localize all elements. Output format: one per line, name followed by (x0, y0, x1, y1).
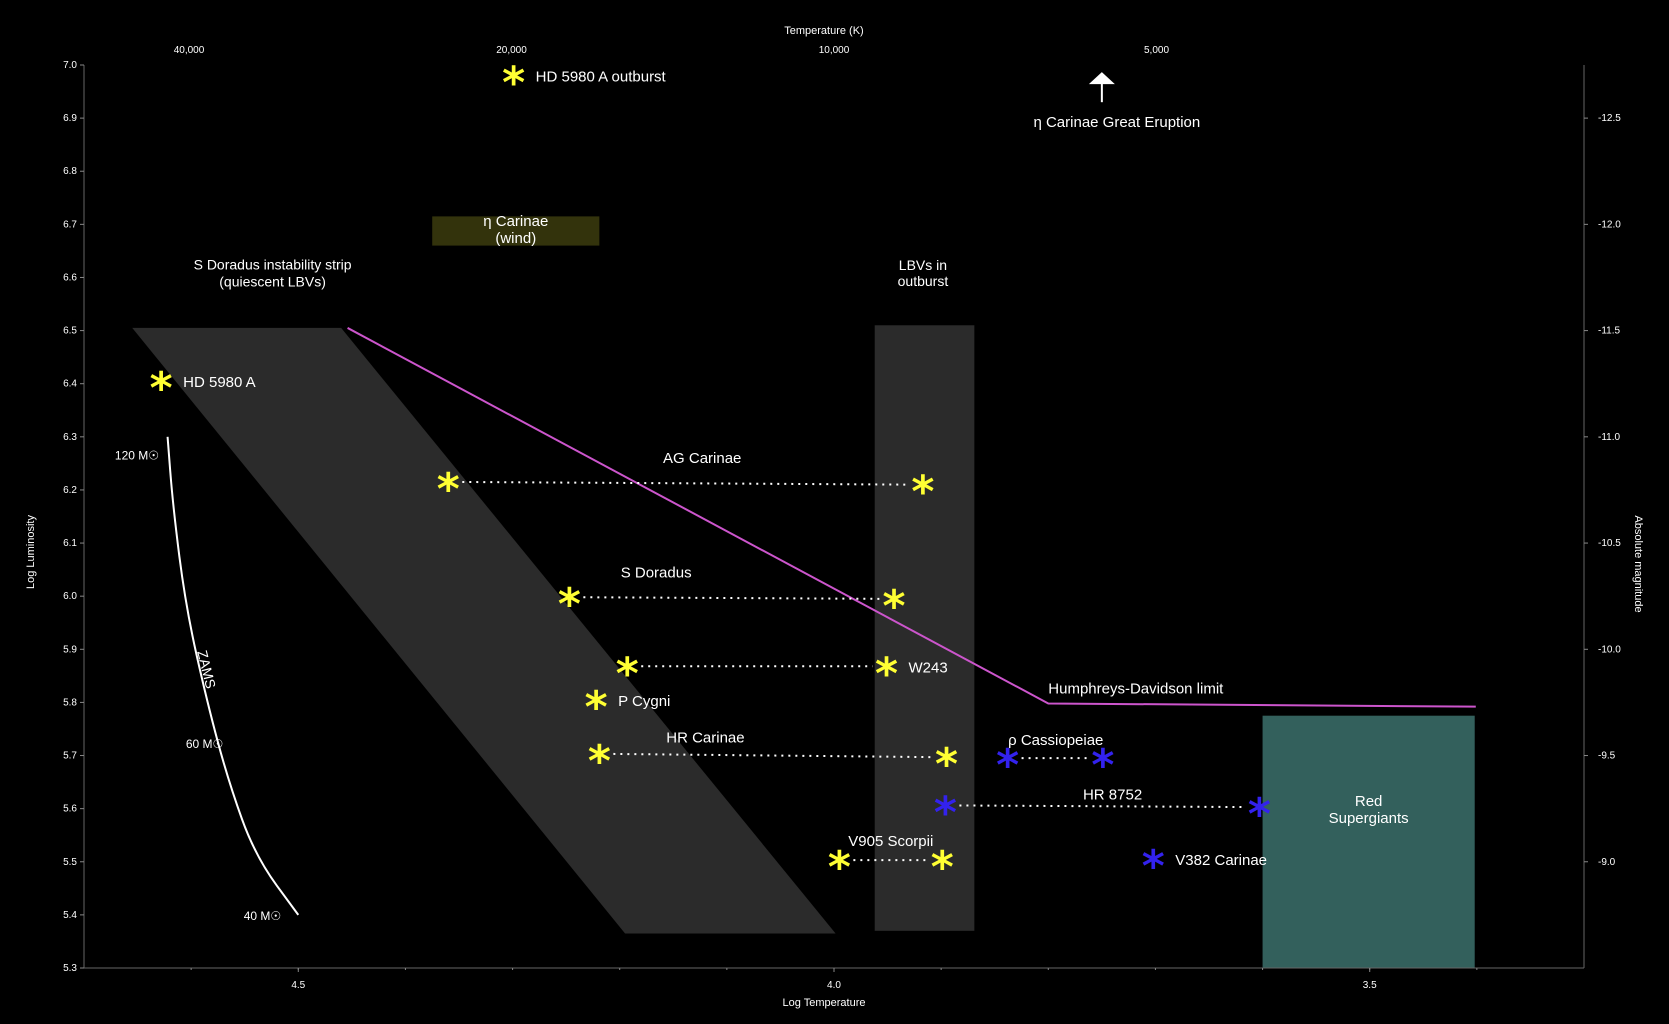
right-tick-label: -9.0 (1598, 857, 1616, 868)
red-supergiants-label-2: Supergiants (1329, 810, 1409, 827)
y-tick-label: 6.3 (63, 432, 77, 443)
marks-layer: * ** ** ** ** ** ** ***** (150, 58, 1271, 894)
star-point: * (502, 58, 525, 109)
eta-eruption-arrowhead (1088, 72, 1115, 85)
right-tick-label: -10.0 (1598, 644, 1621, 655)
outburst-band-label: LBVs in (899, 257, 947, 273)
star-point: * (934, 787, 957, 838)
eta-carinae-wind-region (432, 216, 600, 246)
star-point: * (1142, 841, 1165, 892)
pair-label: HR 8752 (1083, 787, 1142, 804)
x-tick-label: 4.5 (291, 980, 305, 991)
right-tick-label: -12.5 (1598, 113, 1621, 124)
star-point: * (931, 842, 954, 893)
pair-dotted-line (462, 480, 909, 486)
pair-dotted-line (583, 596, 881, 600)
top-tick-label: 20,000 (496, 45, 527, 56)
outburst-band-label-2: outburst (898, 273, 949, 289)
star-point: * (437, 464, 460, 515)
y-tick-label: 6.1 (63, 538, 77, 549)
star-label: HD 5980 A outburst (536, 69, 667, 86)
lines-layer (166, 72, 1476, 916)
y-tick-label: 7.0 (63, 60, 77, 71)
top-tick-label: 5,000 (1144, 45, 1169, 56)
star-point: * (828, 842, 851, 893)
star-point: * (935, 739, 958, 790)
y-tick-label: 6.7 (63, 219, 77, 230)
y-tick-label: 5.6 (63, 804, 77, 815)
x-tick-label: 3.5 (1363, 980, 1377, 991)
star-point: * (1091, 740, 1114, 791)
y-tick-label: 5.7 (63, 751, 77, 762)
instability-strip-label-2: (quiescent LBVs) (219, 274, 326, 290)
right-tick-label: -9.5 (1598, 751, 1616, 762)
star-point: * (616, 648, 639, 699)
top-tick-label: 40,000 (174, 45, 205, 56)
humphreys-davidson-limit-line (347, 327, 1476, 708)
outburst-band (874, 325, 975, 931)
y-tick-label: 6.9 (63, 113, 77, 124)
zams-curve (166, 436, 300, 916)
x-tick-label: 4.0 (827, 980, 841, 991)
star-point: * (150, 363, 173, 414)
star-point: * (911, 467, 934, 518)
pair-label: HR Carinae (666, 729, 744, 746)
star-label: HD 5980 A (183, 374, 256, 391)
eta-carinae-wind-label: η Carinae (483, 213, 548, 230)
red-supergiants-label: Red (1355, 793, 1383, 810)
right-tick-label: -12.0 (1598, 219, 1621, 230)
star-point: * (996, 740, 1019, 791)
red-supergiants-region (1262, 715, 1475, 968)
y-tick-label: 6.0 (63, 591, 77, 602)
y-tick-label: 5.9 (63, 644, 77, 655)
star-point: * (585, 682, 608, 733)
star-point: * (882, 581, 905, 632)
star-point: * (875, 648, 898, 699)
y-axis-title: Log Luminosity (25, 515, 37, 589)
star-label: W243 (909, 659, 948, 676)
y-tick-label: 5.5 (63, 857, 77, 868)
y-tick-label: 6.4 (63, 379, 77, 390)
pair-label: S Doradus (621, 565, 692, 582)
regions-layer (132, 216, 1475, 968)
star-point: * (588, 736, 611, 787)
zams-mass-label: 60 M☉ (186, 737, 223, 751)
right-tick-label: -10.5 (1598, 538, 1621, 549)
y-tick-label: 5.4 (63, 910, 77, 921)
pair-label: ρ Cassiopeiae (1008, 732, 1103, 749)
y-tick-label: 5.3 (63, 963, 77, 974)
y-tick-label: 6.6 (63, 272, 77, 283)
zams-mass-label: 120 M☉ (115, 448, 159, 462)
right-tick-label: -11.0 (1598, 432, 1620, 443)
pair-label: AG Carinae (663, 450, 741, 467)
top-tick-label: 10,000 (819, 45, 850, 56)
star-point: * (558, 579, 581, 630)
top-axis-title: Temperature (K) (784, 25, 863, 37)
instability-strip-label: S Doradus instability strip (194, 257, 352, 273)
eta-carinae-wind-label-2: (wind) (495, 230, 536, 247)
axes-layer: 4.5 4.0 3.5 5.3 5.4 5.5 5.6 5.7 5.8 5.9 6.0 6.1 6.2 6… (63, 45, 1621, 991)
pair-dotted-line (959, 804, 1246, 809)
x-axis-title: Log Temperature (783, 997, 866, 1009)
y-tick-label: 6.8 (63, 166, 77, 177)
eta-eruption-label: η Carinae Great Eruption (1033, 114, 1200, 131)
pair-label: V905 Scorpii (848, 833, 933, 850)
y-tick-label: 6.5 (63, 326, 77, 337)
star-label: V382 Carinae (1175, 852, 1267, 869)
star-point: * (1248, 789, 1271, 840)
instability-strip (132, 327, 836, 934)
zams-mass-label: 40 M☉ (244, 909, 281, 923)
y-tick-label: 5.8 (63, 697, 77, 708)
right-tick-label: -11.5 (1598, 326, 1620, 337)
y-tick-label: 6.2 (63, 485, 77, 496)
right-axis-title: Absolute magnitude (1632, 515, 1644, 612)
labels-layer: S Doradus instability strip(quiescent LB… (115, 69, 1409, 923)
humphreys-davidson-limit-label: Humphreys-Davidson limit (1048, 680, 1224, 697)
star-label: P Cygni (618, 693, 670, 710)
